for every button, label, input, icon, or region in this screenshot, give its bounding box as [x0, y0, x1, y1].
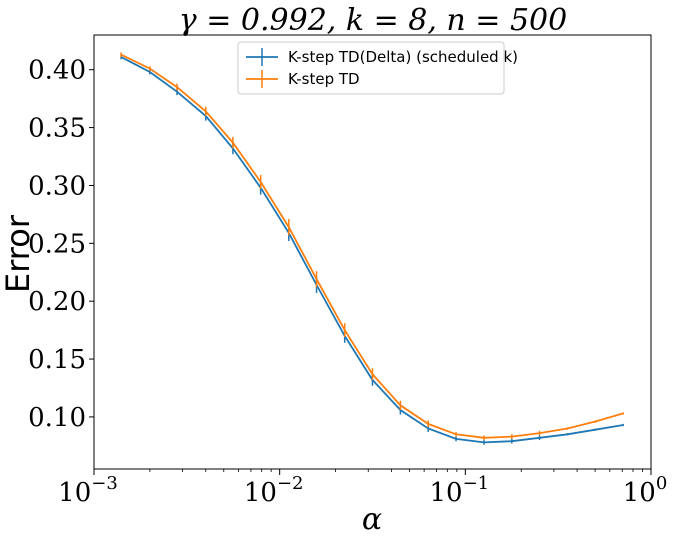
y-axis-ticks: 0.10 0.15 0.20 0.25 0.30 0.35 0.40: [28, 56, 94, 433]
x-axis-label: α: [362, 502, 382, 537]
legend: K-step TD(Delta) (scheduled k) K-step TD: [237, 41, 518, 95]
series-layer: [120, 52, 624, 445]
y-tick-label: 0.30: [28, 171, 86, 201]
plot-border: [93, 34, 652, 470]
y-axis-label: Error: [0, 214, 37, 293]
y-tick-label: 0.25: [28, 229, 86, 259]
y-tick-label: 0.40: [28, 56, 86, 86]
x-tick-label: 10−1: [430, 473, 490, 508]
x-axis-ticks: 10−3 10−2 10−1 100: [58, 469, 667, 508]
plot-frame: [93, 34, 652, 470]
x-tick-base: 10: [623, 478, 656, 508]
x-tick-label: 10−2: [244, 473, 304, 508]
legend-label: K-step TD: [288, 70, 360, 88]
chart-title: γ = 0.992, k = 8, n = 500: [179, 3, 567, 38]
y-tick-label: 0.10: [28, 403, 86, 433]
x-tick-label: 100: [623, 473, 668, 508]
y-tick-label: 0.15: [28, 345, 86, 375]
x-tick-exponent: −1: [463, 473, 490, 494]
series-1: [120, 52, 624, 441]
x-tick-base: 10: [430, 478, 463, 508]
x-tick-exponent: −2: [277, 473, 304, 494]
x-tick-exponent: −3: [91, 473, 118, 494]
y-tick-label: 0.35: [28, 114, 86, 144]
x-tick-exponent: 0: [656, 473, 667, 494]
x-tick-base: 10: [244, 478, 277, 508]
x-tick-base: 10: [58, 478, 91, 508]
y-tick-label: 0.20: [28, 287, 86, 317]
legend-box: [237, 41, 505, 95]
series-0: [120, 54, 624, 445]
x-tick-label: 10−3: [58, 473, 118, 508]
legend-label: K-step TD(Delta) (scheduled k): [288, 48, 518, 66]
